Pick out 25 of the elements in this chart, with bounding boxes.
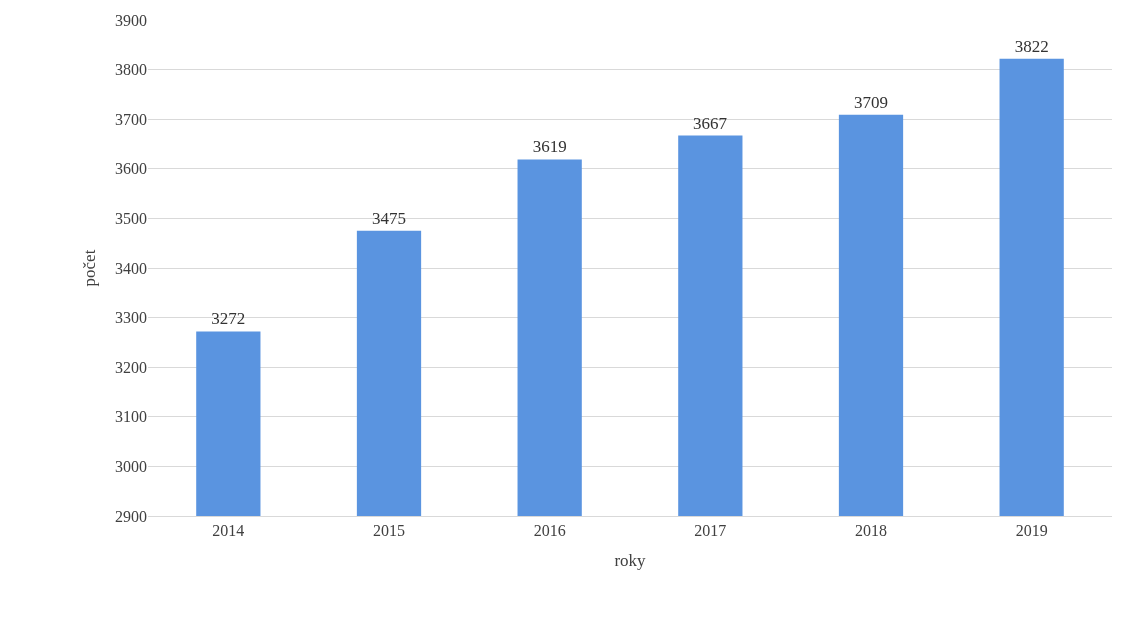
data-label: 3619 — [532, 137, 567, 157]
x-tick-label: 2014 — [212, 522, 245, 540]
y-tick-label: 3200 — [115, 358, 147, 376]
x-tick-label: 2018 — [855, 522, 887, 540]
y-tick-label: 3900 — [115, 11, 147, 29]
y-axis-title: počet — [79, 249, 99, 287]
data-label: 3822 — [1014, 36, 1049, 56]
data-label: 3709 — [854, 92, 888, 112]
y-tick-label: 2900 — [115, 507, 147, 525]
y-tick-label: 3700 — [115, 110, 147, 128]
y-tick-label: 3400 — [115, 259, 147, 277]
x-axis-title: roky — [614, 550, 647, 570]
y-tick-label: 3800 — [115, 61, 147, 79]
x-tick-label: 2017 — [694, 522, 727, 540]
x-tick-label: 2019 — [1015, 522, 1048, 540]
x-tick-label: 2015 — [373, 522, 405, 540]
x-tick-label: 2016 — [533, 522, 566, 540]
data-label: 3667 — [693, 113, 728, 133]
data-label: 3272 — [211, 309, 246, 329]
y-tick-label: 3300 — [115, 309, 147, 327]
y-tick-label: 3500 — [115, 210, 147, 227]
y-tick-label: 3100 — [115, 408, 147, 426]
y-tick-label: 3000 — [115, 458, 147, 475]
y-tick-label: 3600 — [115, 160, 147, 178]
data-label: 3475 — [372, 208, 406, 228]
